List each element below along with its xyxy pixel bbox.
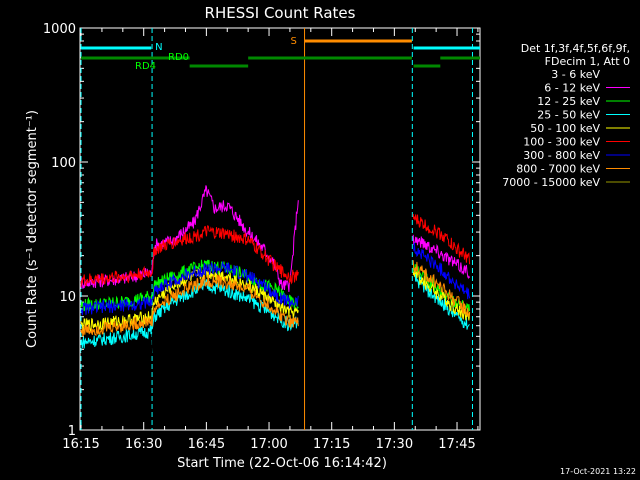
series-line-300-800-kev <box>80 260 299 316</box>
x-tick-label: 17:00 <box>250 437 287 452</box>
render-timestamp: 17-Oct-2021 13:22 <box>560 467 636 476</box>
legend-label: 12 - 25 keV <box>537 95 600 108</box>
x-axis: 16:15 16:30 16:45 17:00 17:15 17:30 17:45 <box>62 28 479 452</box>
y-tick-label: 1000 <box>43 22 76 37</box>
annotation-layer: N S RD0 RD4 <box>80 28 480 430</box>
series-line-25-50-kev-after-gap <box>412 270 470 330</box>
series-line-800-7000-kev-after-gap <box>412 260 471 317</box>
legend-label: 300 - 800 keV <box>523 149 600 162</box>
x-tick-label: 17:45 <box>438 437 475 452</box>
series-line-300-800-kev-after-gap <box>412 242 471 300</box>
legend-header-line: FDecim 1, Att 0 <box>545 55 630 68</box>
series-line-100-300-kev-after-gap <box>412 213 471 265</box>
x-axis-label: Start Time (22-Oct-06 16:14:42) <box>177 456 387 471</box>
chart-title: RHESSI Count Rates <box>205 4 356 22</box>
legend-label: 800 - 7000 keV <box>516 163 600 176</box>
series-line-100-300-kev <box>80 224 299 287</box>
legend-label: 3 - 6 keV <box>551 68 600 81</box>
legend-label: 6 - 12 keV <box>544 82 600 95</box>
legend-label: 100 - 300 keV <box>523 136 600 149</box>
y-tick-label: 1 <box>68 424 76 439</box>
annotation-label-rd4: RD4 <box>135 61 156 72</box>
series-line-6-12-kev-after-gap <box>412 234 471 280</box>
x-tick-label: 17:15 <box>313 437 350 452</box>
y-axis-label: Count Rate (s⁻¹ detector segment⁻¹) <box>25 110 40 348</box>
x-tick-label: 16:45 <box>188 437 225 452</box>
y-axis: 1 10 100 1000 <box>43 22 480 439</box>
plot-frame <box>79 27 481 431</box>
series-line-50-100-kev-after-gap <box>412 270 471 321</box>
legend-label: 25 - 50 keV <box>537 109 600 122</box>
series-line-25-50-kev <box>80 278 299 349</box>
annotation-label-s: S <box>291 36 297 47</box>
series-line-800-7000-kev <box>80 273 299 337</box>
legend: Det 1f,3f,4f,5f,6f,9f,FDecim 1, Att 03 -… <box>502 42 630 189</box>
series-layer <box>80 123 471 363</box>
annotation-label-rd0: RD0 <box>168 52 189 63</box>
y-tick-label: 10 <box>59 290 76 305</box>
series-line-3-6-kev <box>80 123 299 363</box>
x-tick-label: 17:30 <box>376 437 413 452</box>
series-line-3-6-kev-after-gap <box>412 281 471 352</box>
x-tick-label: 16:30 <box>125 437 162 452</box>
legend-label: 50 - 100 keV <box>530 122 600 135</box>
y-tick-label: 100 <box>51 156 76 171</box>
legend-label: 7000 - 15000 keV <box>502 176 600 189</box>
annotation-label-n: N <box>155 42 162 53</box>
x-tick-label: 16:15 <box>62 437 99 452</box>
legend-header-line: Det 1f,3f,4f,5f,6f,9f, <box>521 42 630 55</box>
